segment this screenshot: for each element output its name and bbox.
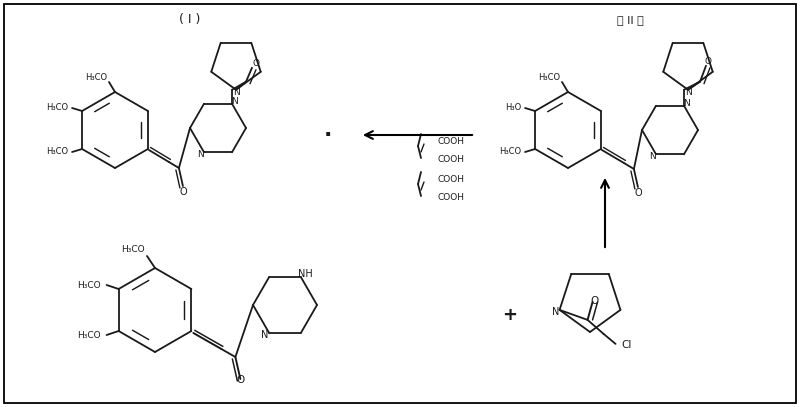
Text: （ II ）: （ II ） xyxy=(617,15,643,25)
Text: O: O xyxy=(253,59,259,68)
Text: O: O xyxy=(179,187,186,197)
Text: COOH: COOH xyxy=(438,138,465,147)
Text: COOH: COOH xyxy=(438,193,465,203)
Text: H₃CO: H₃CO xyxy=(85,74,107,83)
Text: Cl: Cl xyxy=(622,340,632,350)
Text: H₃CO: H₃CO xyxy=(77,330,101,339)
Text: O: O xyxy=(236,375,245,385)
Text: O: O xyxy=(634,188,642,198)
Text: H₃CO: H₃CO xyxy=(77,280,101,289)
Text: H₃CO: H₃CO xyxy=(499,147,521,157)
Text: NH: NH xyxy=(298,269,312,279)
Text: N: N xyxy=(232,97,238,106)
Text: N: N xyxy=(552,307,559,317)
Text: H₃CO: H₃CO xyxy=(46,147,68,157)
Text: O: O xyxy=(590,296,598,306)
Text: ·: · xyxy=(324,125,332,145)
Text: COOH: COOH xyxy=(438,175,465,184)
Text: H₃CO: H₃CO xyxy=(538,74,560,83)
Text: COOH: COOH xyxy=(438,155,465,164)
Text: N: N xyxy=(684,99,690,108)
Text: N: N xyxy=(233,88,239,97)
Text: N: N xyxy=(262,330,269,340)
Text: N: N xyxy=(685,88,691,97)
Text: +: + xyxy=(502,306,518,324)
Text: N: N xyxy=(198,150,204,159)
Text: H₃CO: H₃CO xyxy=(46,103,68,112)
Text: H₃CO: H₃CO xyxy=(122,245,145,254)
Text: ( I ): ( I ) xyxy=(179,13,201,26)
Text: H₃O: H₃O xyxy=(505,103,521,112)
Text: N: N xyxy=(650,152,656,161)
Text: O: O xyxy=(705,57,711,66)
